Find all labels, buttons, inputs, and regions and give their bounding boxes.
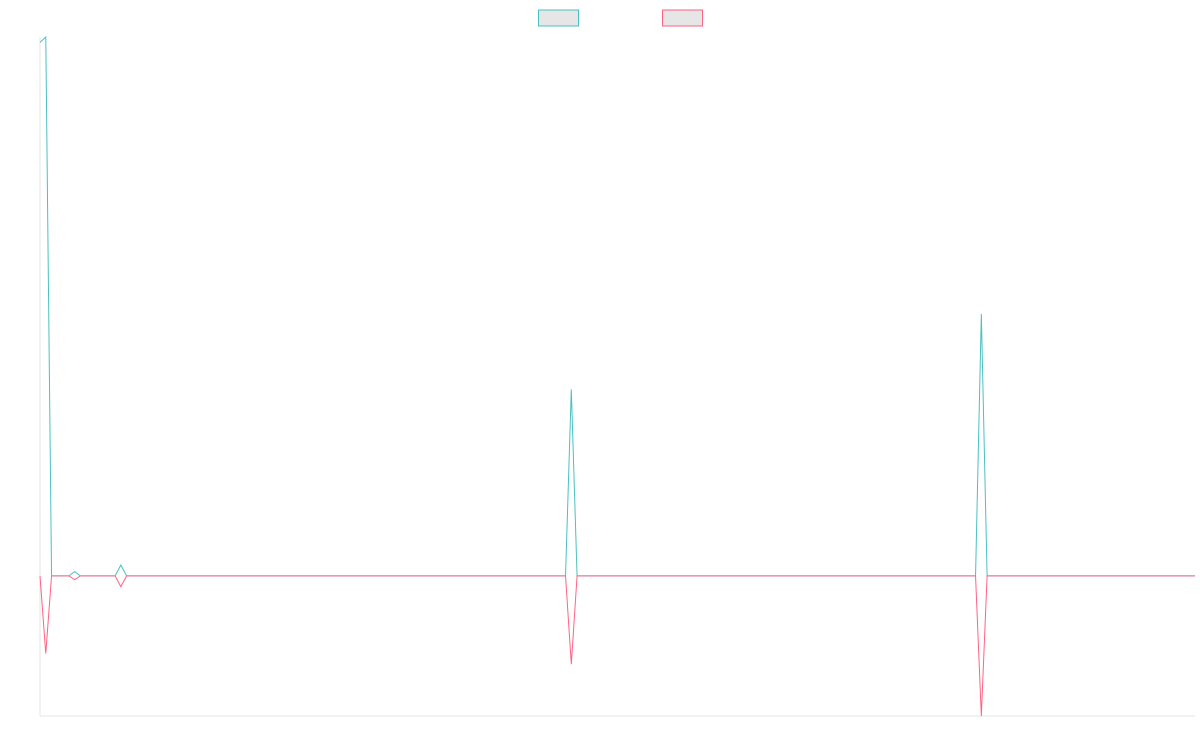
series-line	[39, 35, 1195, 577]
legend-swatch	[538, 9, 579, 27]
legend-swatch	[662, 9, 703, 27]
series-line	[39, 575, 1195, 717]
